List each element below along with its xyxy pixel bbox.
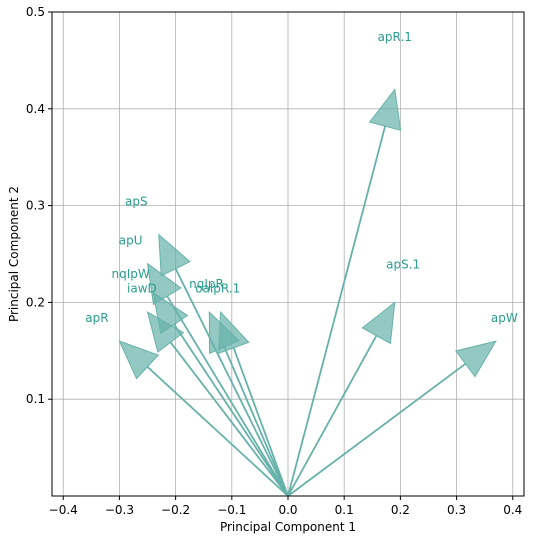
vector-shaft-nqIpR xyxy=(224,347,288,496)
vector-label-iawD: iawD xyxy=(127,282,157,296)
x-tick-label: −0.2 xyxy=(161,503,190,517)
y-tick-label: 0.4 xyxy=(26,102,45,116)
vector-shaft-iawD xyxy=(171,342,288,496)
vector-label-apS.1: apS.1 xyxy=(386,258,420,272)
vector-shaft-apR xyxy=(147,367,288,496)
y-tick-label: 0.3 xyxy=(26,199,45,213)
axis-ticks: −0.4 −0.3 −0.2 −0.1 0.0 0.1 0.2 0.3 0.4 0.1 0.2 0.3… xyxy=(26,5,522,517)
grid-lines xyxy=(52,12,524,496)
x-tick-label: −0.1 xyxy=(217,503,246,517)
vector-label-apR: apR xyxy=(85,311,108,325)
y-tick-label: 0.2 xyxy=(26,295,45,309)
vector-arrowhead-apR.1 xyxy=(370,89,401,130)
x-tick-label: 0.4 xyxy=(503,503,522,517)
vector-arrowhead-apR xyxy=(119,341,158,378)
vector-label-apU: apU xyxy=(119,233,143,247)
x-axis-label: Principal Component 1 xyxy=(220,520,356,534)
vector-shaft-apR.1 xyxy=(288,126,385,496)
vector-label-oalpR.1: oalpR.1 xyxy=(195,282,240,296)
y-tick-label: 0.5 xyxy=(26,5,45,19)
x-tick-label: 0.0 xyxy=(278,503,297,517)
vector-arrowhead-apS.1 xyxy=(362,302,394,343)
vector-arrowhead-oalpR.1 xyxy=(219,312,249,353)
vector-shaft-oalpR.1 xyxy=(234,348,288,496)
vector-shaft-nqIpW xyxy=(174,324,288,496)
x-tick-label: −0.4 xyxy=(49,503,78,517)
y-tick-label: 0.1 xyxy=(26,392,45,406)
vector-label-apW: apW xyxy=(491,311,518,325)
y-axis-label: Principal Component 2 xyxy=(7,186,21,322)
vector-label-nqIpW: nqIpW xyxy=(112,267,150,281)
vector-label-apR.1: apR.1 xyxy=(378,30,412,44)
x-tick-label: 0.3 xyxy=(447,503,466,517)
x-tick-label: 0.1 xyxy=(335,503,354,517)
x-tick-label: 0.2 xyxy=(391,503,410,517)
vector-shaft-apS.1 xyxy=(288,336,376,496)
vector-arrowhead-apW xyxy=(456,341,496,377)
vector-label-apS: apS xyxy=(125,195,148,209)
vector-shaft-apW xyxy=(288,364,465,496)
vector-arrowhead-apS xyxy=(159,235,190,276)
x-tick-label: −0.3 xyxy=(105,503,134,517)
